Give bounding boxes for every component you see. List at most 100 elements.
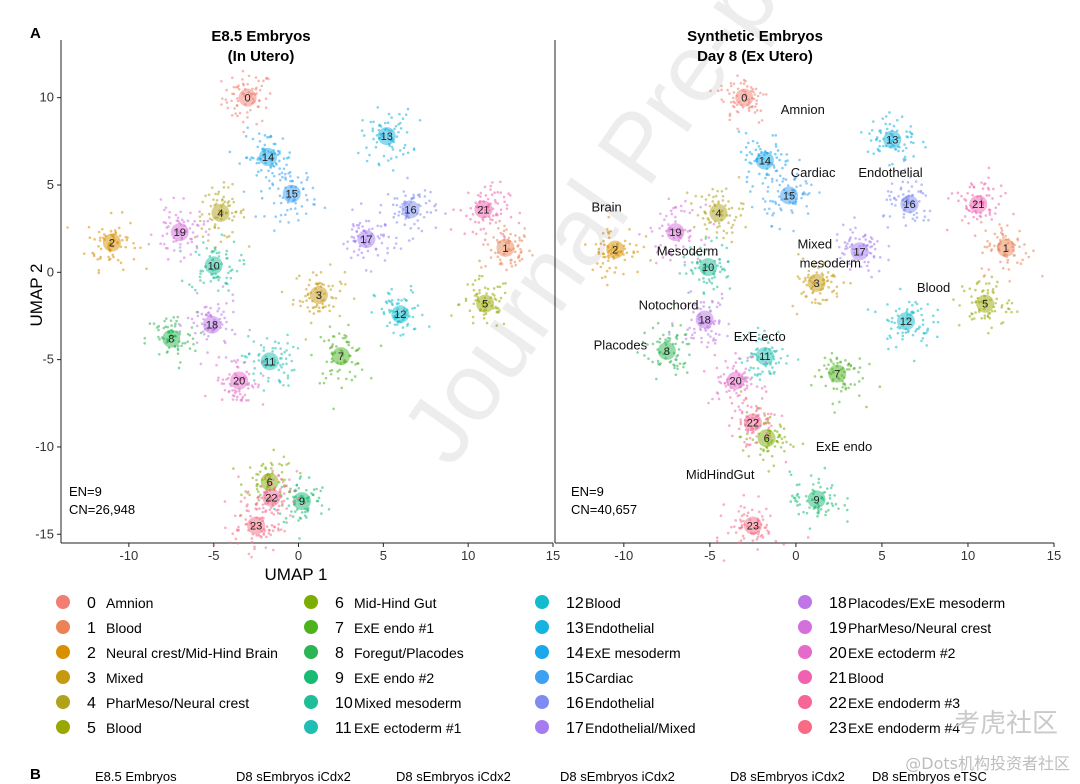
cell-point bbox=[284, 213, 287, 217]
cell-point bbox=[274, 346, 277, 350]
cell-point bbox=[729, 82, 733, 85]
cell-point bbox=[973, 234, 977, 237]
cell-point bbox=[921, 336, 925, 340]
cell-point bbox=[491, 218, 494, 222]
cell-point bbox=[684, 272, 688, 275]
cell-point bbox=[291, 303, 295, 306]
cell-point bbox=[338, 289, 342, 293]
legend-item: 14 ExE mesoderm bbox=[535, 645, 681, 662]
cell-point bbox=[287, 462, 291, 465]
cell-point bbox=[254, 382, 257, 386]
cell-point bbox=[279, 364, 282, 367]
cell-point bbox=[701, 217, 705, 220]
cell-point bbox=[186, 241, 190, 245]
cell-point bbox=[257, 498, 261, 502]
cell-point bbox=[774, 200, 777, 204]
cell-point bbox=[352, 297, 356, 300]
cell-point bbox=[773, 445, 777, 448]
cell-point bbox=[395, 155, 398, 159]
cell-point bbox=[690, 202, 693, 205]
cell-point bbox=[233, 391, 237, 395]
cell-point bbox=[738, 393, 741, 397]
cell-point bbox=[749, 405, 753, 409]
cell-point bbox=[411, 237, 415, 240]
cell-point bbox=[253, 545, 256, 549]
cell-point bbox=[107, 255, 110, 259]
cell-point bbox=[750, 355, 754, 359]
cell-point bbox=[336, 370, 339, 373]
cell-point bbox=[764, 390, 768, 393]
cell-point bbox=[744, 377, 748, 380]
x-tick-label: -5 bbox=[208, 548, 220, 563]
cell-point bbox=[675, 337, 679, 341]
cell-point bbox=[744, 158, 748, 162]
cell-point bbox=[990, 309, 994, 313]
cell-point bbox=[952, 298, 955, 301]
cell-point bbox=[312, 488, 316, 491]
cell-point bbox=[771, 200, 775, 203]
cell-point bbox=[324, 376, 328, 380]
count-annotation: EN=9 bbox=[69, 484, 102, 499]
cell-point bbox=[190, 317, 194, 321]
legend-label: Endothelial/Mixed bbox=[585, 720, 696, 736]
cell-point bbox=[172, 196, 176, 200]
cell-point bbox=[782, 543, 786, 546]
cell-point bbox=[749, 190, 752, 193]
cell-point bbox=[874, 310, 877, 314]
legend-swatch bbox=[56, 645, 70, 659]
cell-point bbox=[903, 143, 906, 146]
cell-point bbox=[745, 410, 749, 414]
cell-point bbox=[220, 382, 224, 385]
cell-point bbox=[278, 172, 281, 176]
legend-swatch bbox=[304, 595, 318, 609]
cell-point bbox=[331, 284, 334, 288]
cell-point bbox=[125, 238, 129, 242]
cell-point bbox=[219, 240, 223, 244]
cell-point bbox=[287, 221, 290, 224]
cell-point bbox=[350, 228, 354, 231]
cell-point bbox=[371, 129, 375, 133]
cluster-label-12: 12 bbox=[900, 316, 912, 328]
cell-point bbox=[332, 407, 335, 411]
cell-point bbox=[897, 195, 900, 198]
cell-point bbox=[240, 253, 243, 257]
cell-point bbox=[727, 221, 730, 225]
cell-point bbox=[745, 85, 749, 88]
cell-point bbox=[213, 246, 217, 250]
panel-b-header: D8 sEmbryos iCdx2 bbox=[730, 769, 845, 784]
cell-point bbox=[733, 525, 736, 528]
cell-point bbox=[708, 280, 712, 283]
cell-point bbox=[308, 310, 312, 313]
cell-point bbox=[967, 221, 970, 225]
cell-point bbox=[740, 514, 744, 517]
cell-point bbox=[231, 532, 234, 535]
cell-point bbox=[683, 228, 687, 232]
cell-point bbox=[340, 282, 343, 286]
cell-point bbox=[212, 276, 216, 279]
cell-point bbox=[278, 178, 282, 182]
cell-point bbox=[466, 283, 470, 286]
cell-point bbox=[765, 507, 768, 511]
cell-point bbox=[221, 97, 224, 100]
legend-label: ExE endo #2 bbox=[354, 670, 434, 686]
cell-point bbox=[252, 156, 255, 160]
cell-point bbox=[124, 245, 128, 249]
cell-point bbox=[682, 255, 686, 259]
cell-point bbox=[298, 516, 302, 520]
cell-point bbox=[702, 280, 706, 284]
cluster-blob bbox=[755, 347, 774, 366]
cell-point bbox=[609, 229, 612, 233]
cell-point bbox=[721, 199, 725, 202]
cell-point bbox=[673, 366, 676, 370]
cell-point bbox=[247, 372, 251, 376]
cell-point bbox=[601, 231, 605, 235]
cluster-label-1: 1 bbox=[1003, 243, 1009, 255]
cell-point bbox=[265, 525, 269, 528]
cell-point bbox=[393, 212, 397, 215]
cell-point bbox=[325, 360, 329, 364]
cell-point bbox=[700, 336, 703, 340]
cluster-blob bbox=[828, 364, 847, 383]
cell-point bbox=[251, 137, 255, 141]
cell-point bbox=[980, 316, 983, 320]
cell-point bbox=[709, 310, 712, 313]
